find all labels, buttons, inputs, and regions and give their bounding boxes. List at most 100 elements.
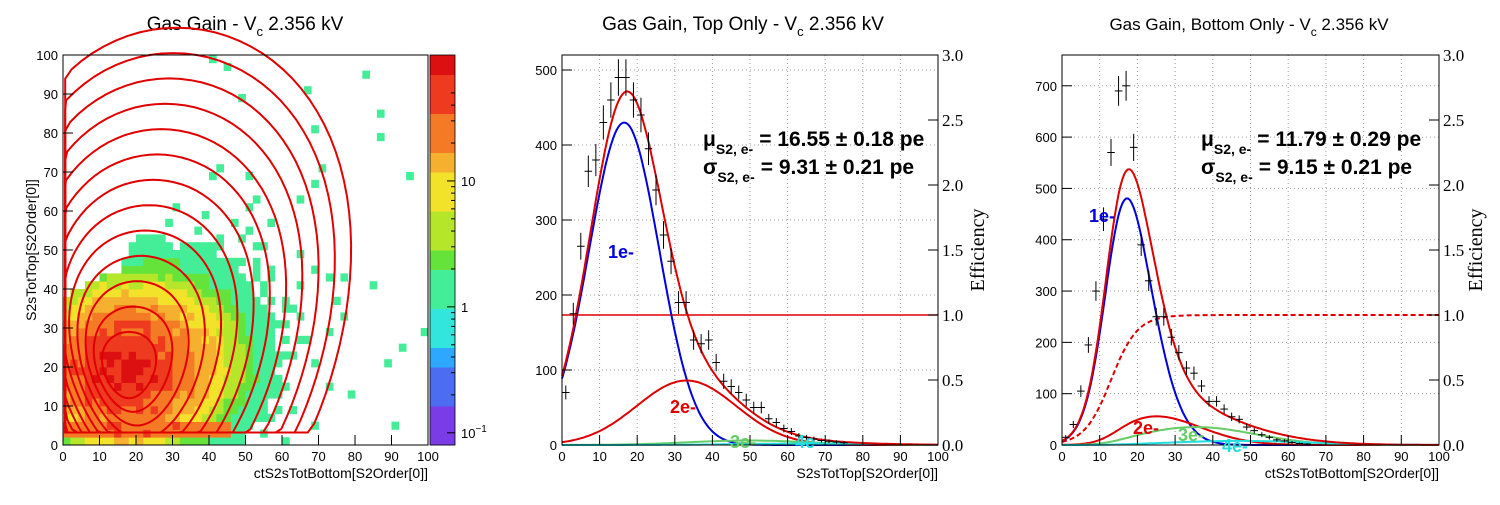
x-tick-label: 70 [818, 449, 832, 464]
heatmap-cell [223, 343, 232, 352]
heatmap-cell [187, 421, 195, 430]
heatmap-cell [92, 343, 100, 352]
heatmap-cell [252, 382, 261, 391]
heatmap-cell [194, 281, 203, 290]
top-only-data-points [562, 59, 848, 445]
heatmap-cell [260, 359, 268, 368]
heatmap-cell [165, 437, 173, 446]
heatmap-cell [84, 320, 93, 329]
heatmap-cell [209, 242, 217, 251]
bottom-only-axes: 0 10 20 30 40 50 60 70 80 90 100 0 100 200 300 400 500 60… [1035, 46, 1464, 464]
heatmap-cell [179, 398, 188, 407]
data-point [840, 441, 848, 445]
data-point [1258, 432, 1266, 438]
heatmap-cell [121, 351, 130, 360]
heatmap-cell [201, 351, 210, 360]
heatmap-cell [165, 390, 173, 399]
heatmap-cell [70, 335, 78, 344]
heatmap-cell [172, 257, 181, 266]
heatmap-cell [77, 374, 86, 383]
heatmap-cell [106, 273, 115, 282]
heatmap-cell [136, 320, 144, 329]
x-tick-label: 100 [927, 449, 949, 464]
heatmap-cell [77, 328, 86, 337]
series-label-2e-: 2e- [670, 397, 696, 417]
heatmap-cell [172, 320, 181, 329]
heatmap-cell [157, 390, 166, 399]
y2-tick-label: 3.0 [1443, 46, 1464, 65]
color-scale-swatch [430, 191, 455, 212]
color-scale-swatch [430, 94, 455, 114]
heatmap-cell [245, 312, 254, 321]
heatmap-cell [143, 335, 151, 344]
heatmap-cell [157, 335, 166, 344]
heatmap-cell [157, 413, 166, 422]
data-point [1182, 361, 1191, 375]
heatmap-cell [136, 296, 144, 305]
heatmap-cell [128, 374, 137, 383]
heatmap-cell [99, 320, 108, 329]
heatmap-cell [143, 328, 151, 337]
heatmap-cell [99, 328, 108, 337]
heatmap-cell [267, 390, 276, 399]
y-tick-label: 100 [1035, 387, 1057, 402]
heatmap-cell [106, 437, 115, 446]
heatmap-cell [201, 296, 210, 305]
y-tick-label: 90 [44, 87, 58, 102]
heatmap-cell [179, 421, 188, 430]
heatmap-cell [143, 374, 151, 383]
y-tick-label: 0 [51, 438, 58, 453]
heatmap-cell [209, 374, 217, 383]
heatmap-cell [274, 390, 283, 399]
heatmap-cell [340, 273, 349, 282]
heatmap-cell [70, 289, 78, 298]
top-only-sigma-readout: σS2, e- = 9.31 ± 0.21 pe [703, 156, 914, 185]
heatmap-cell [70, 296, 78, 305]
color-scale-tick-label: 10 [461, 174, 475, 189]
heatmap-cell [340, 312, 349, 321]
heatmap-cell [157, 312, 166, 321]
heatmap-cell [179, 382, 188, 391]
heatmap-cell [267, 382, 276, 391]
y-tick-label: 300 [1035, 284, 1057, 299]
y2-tick-label: 2.5 [1443, 111, 1464, 130]
heatmap-cell [143, 437, 151, 446]
heatmap-cell [245, 328, 254, 337]
heatmap-cell [296, 195, 305, 204]
heatmap-cell [245, 320, 254, 329]
heatmap-cell [128, 359, 137, 368]
bottom-only-sigma-readout: σS2, e- = 9.15 ± 0.21 pe [1201, 156, 1412, 185]
heatmap-cell [245, 406, 254, 415]
x-tick-label: 50 [743, 449, 757, 464]
heatmap-cell [143, 312, 151, 321]
top-only-x-label: S2sTotTop[S2Order[0]] [796, 465, 938, 481]
heatmap-cell [157, 281, 166, 290]
heatmap-cell [179, 351, 188, 360]
heatmap-cell [70, 367, 78, 376]
heatmap-cell [157, 304, 166, 313]
x-tick-label: 40 [202, 449, 216, 464]
heatmap-cell [136, 343, 144, 352]
heatmap-cell [114, 289, 122, 298]
y-tick-label: 500 [1035, 181, 1057, 196]
heatmap-cell [201, 406, 210, 415]
heatmap-cell [63, 335, 71, 344]
heatmap-cell [143, 289, 151, 298]
heatmap-cell [187, 406, 195, 415]
heatmap-cell [136, 250, 144, 259]
data-point [772, 417, 781, 428]
heatmap-cell [216, 265, 224, 274]
heatmap-cell [179, 289, 188, 298]
heatmap-cell [209, 304, 217, 313]
heatmap-cell [376, 133, 385, 142]
data-point [742, 393, 750, 407]
heatmap-cell [194, 359, 203, 368]
heatmap-cell [172, 398, 181, 407]
heatmap-cell [165, 374, 173, 383]
heatmap-cell [92, 281, 100, 290]
x-tick-label: 20 [129, 449, 143, 464]
x-tick-label: 40 [705, 449, 719, 464]
heatmap-cell [230, 413, 239, 422]
y-tick-label: 10 [44, 399, 58, 414]
heatmap-cell [216, 382, 224, 391]
